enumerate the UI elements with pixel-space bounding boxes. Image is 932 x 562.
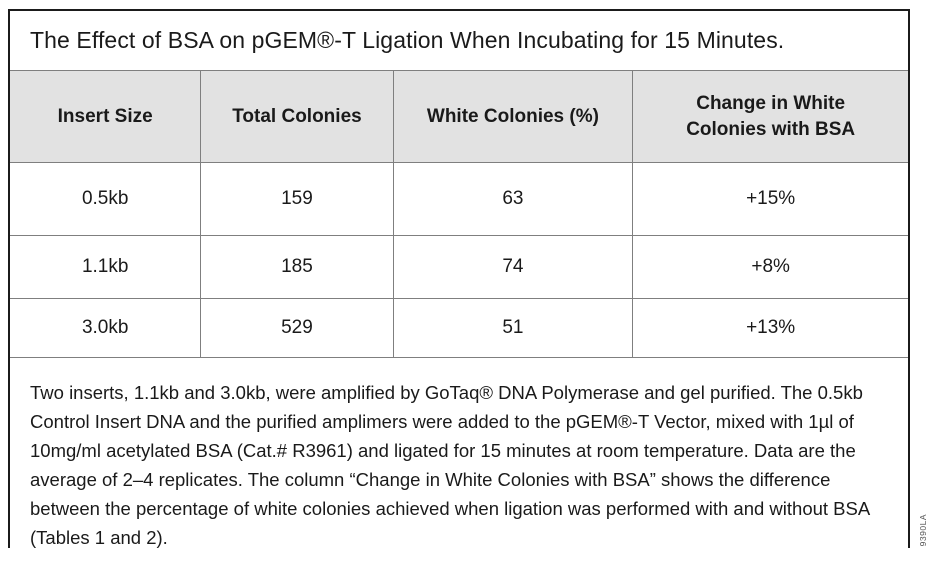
cell-total-colonies: 529 <box>200 299 392 357</box>
column-header-total-colonies: Total Colonies <box>200 71 392 162</box>
cell-insert-size: 1.1kb <box>81 256 129 278</box>
cell-change-in-white-colonies: +8% <box>632 236 908 298</box>
column-header-insert-size: Insert Size <box>57 105 153 127</box>
figure-footnote: Two inserts, 1.1kb and 3.0kb, were ampli… <box>10 358 908 552</box>
column-header-white-colonies: White Colonies (%) <box>392 71 633 162</box>
cell-insert-size: 0.5kb <box>81 188 129 210</box>
table-row: 3.0kb 529 51 +13% <box>10 299 908 358</box>
cell-insert-size: 3.0kb <box>81 317 129 339</box>
cell-total-colonies: 159 <box>200 163 392 235</box>
table-row: 0.5kb 159 63 +15% <box>10 163 908 236</box>
cell-total-colonies: 185 <box>200 236 392 298</box>
figure-title: The Effect of BSA on pGEM®-T Ligation Wh… <box>10 11 908 71</box>
figure-part-number: 9390LA <box>918 513 928 546</box>
table-header-row: Insert Size Total Colonies White Colonie… <box>10 71 908 163</box>
bsa-ligation-table-figure: The Effect of BSA on pGEM®-T Ligation Wh… <box>8 9 910 552</box>
cell-white-colonies: 74 <box>392 236 633 298</box>
table-row: 1.1kb 185 74 +8% <box>10 236 908 299</box>
column-header-change-in-white-colonies: Change in White Colonies with BSA <box>632 71 908 162</box>
cell-white-colonies: 63 <box>392 163 633 235</box>
cell-change-in-white-colonies: +15% <box>632 163 908 235</box>
cell-white-colonies: 51 <box>392 299 633 357</box>
cell-change-in-white-colonies: +13% <box>632 299 908 357</box>
